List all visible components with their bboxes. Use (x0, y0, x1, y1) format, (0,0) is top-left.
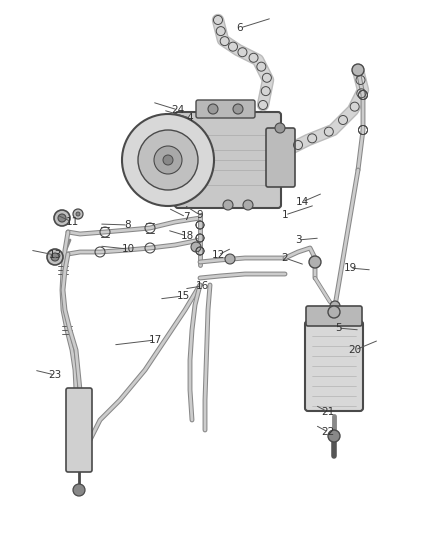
Circle shape (225, 254, 235, 264)
Circle shape (328, 430, 340, 442)
Circle shape (328, 306, 340, 318)
Circle shape (51, 253, 59, 261)
Circle shape (275, 123, 285, 133)
Circle shape (122, 114, 214, 206)
Circle shape (138, 130, 198, 190)
Text: 5: 5 (335, 323, 341, 333)
Text: 21: 21 (321, 407, 335, 417)
Circle shape (208, 104, 218, 114)
Text: 9: 9 (197, 210, 203, 220)
Circle shape (243, 200, 253, 210)
Circle shape (309, 256, 321, 268)
Text: 15: 15 (177, 291, 190, 301)
Text: 20: 20 (349, 345, 361, 355)
Circle shape (73, 209, 83, 219)
FancyBboxPatch shape (266, 128, 295, 187)
Text: 14: 14 (295, 197, 309, 207)
FancyBboxPatch shape (306, 306, 362, 326)
Text: 18: 18 (180, 231, 194, 241)
Circle shape (330, 301, 340, 311)
Text: 10: 10 (121, 244, 134, 254)
Text: 11: 11 (65, 217, 79, 227)
Circle shape (163, 155, 173, 165)
Text: 24: 24 (171, 105, 185, 115)
Text: 6: 6 (237, 23, 244, 33)
Circle shape (54, 210, 70, 226)
Circle shape (191, 242, 201, 252)
Circle shape (47, 249, 63, 265)
Text: 19: 19 (343, 263, 357, 273)
Text: 7: 7 (183, 212, 189, 222)
Circle shape (352, 64, 364, 76)
Text: 3: 3 (295, 235, 301, 245)
FancyBboxPatch shape (175, 112, 281, 208)
FancyBboxPatch shape (305, 321, 363, 411)
Circle shape (154, 146, 182, 174)
FancyBboxPatch shape (66, 388, 92, 472)
Text: 8: 8 (125, 220, 131, 230)
Text: 12: 12 (212, 250, 225, 260)
FancyBboxPatch shape (196, 100, 255, 118)
Text: 1: 1 (282, 210, 288, 220)
Text: 2: 2 (282, 253, 288, 263)
Text: 17: 17 (148, 335, 162, 345)
Circle shape (233, 104, 243, 114)
Text: 23: 23 (48, 370, 62, 380)
Circle shape (73, 484, 85, 496)
Text: 16: 16 (195, 281, 208, 291)
Text: 4: 4 (187, 113, 193, 123)
Text: 22: 22 (321, 427, 335, 437)
Text: 13: 13 (48, 250, 62, 260)
Circle shape (223, 200, 233, 210)
Circle shape (76, 212, 80, 216)
Circle shape (58, 214, 66, 222)
